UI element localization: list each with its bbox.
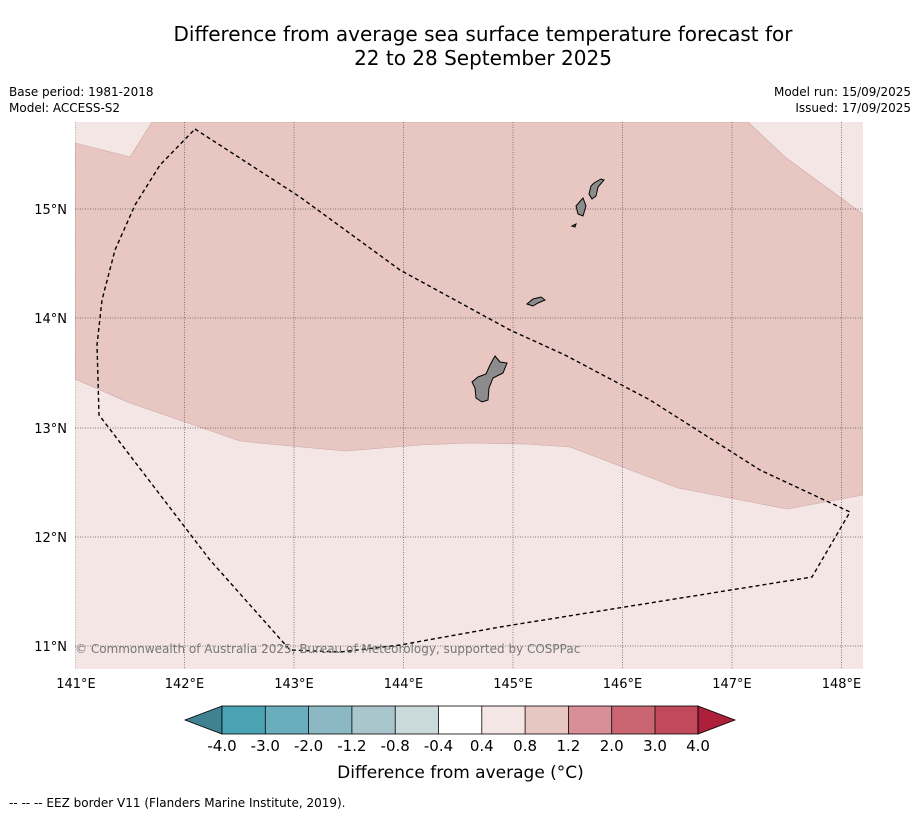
eez-footnote: -- -- -- EEZ border V11 (Flanders Marine… — [9, 796, 346, 810]
colorbar: -4.0 -3.0 -2.0 -1.2 -0.8 -0.4 0.4 0.8 1.… — [183, 705, 737, 755]
colorbar-high-arrow — [697, 705, 737, 735]
lon-tick-146e: 146°E — [603, 677, 643, 692]
colorbar-title: Difference from average (°C) — [337, 763, 584, 783]
meta-left: Base period: 1981-2018 Model: ACCESS-S2 — [9, 84, 154, 116]
title-line-2: 22 to 28 September 2025 — [354, 46, 612, 70]
model-text: Model: ACCESS-S2 — [9, 101, 121, 115]
anomaly-high-region — [75, 122, 863, 510]
cb-label-11: 3.0 — [643, 737, 667, 755]
lat-tick-14n: 14°N — [34, 312, 67, 327]
title-line-1: Difference from average sea surface temp… — [173, 22, 793, 46]
colorbar-bin-11 — [655, 706, 698, 734]
colorbar-bin-6 — [438, 706, 482, 734]
cb-label-4: -1.2 — [337, 737, 366, 755]
model-run-text: Model run: 15/09/2025 — [773, 85, 911, 99]
issued-text: Issued: 17/09/2025 — [795, 101, 911, 115]
colorbar-bin-7 — [481, 706, 526, 734]
lat-tick-labels: 11°N 12°N 13°N 14°N 15°N — [34, 203, 67, 655]
colorbar-bin-1 — [222, 706, 266, 734]
colorbar-bin-5 — [395, 706, 439, 734]
aguijan-island — [570, 223, 577, 228]
rota-island — [525, 296, 546, 307]
colorbar-labels: -4.0 -3.0 -2.0 -1.2 -0.8 -0.4 0.4 0.8 1.… — [207, 737, 710, 755]
colorbar-bin-10 — [611, 706, 655, 734]
cb-label-1: -4.0 — [207, 737, 236, 755]
lat-tick-13n: 13°N — [34, 422, 67, 437]
colorbar-bin-2 — [265, 706, 309, 734]
lon-tick-142e: 142°E — [165, 677, 205, 692]
cb-label-12: 4.0 — [686, 737, 710, 755]
cb-label-8: 0.8 — [513, 737, 537, 755]
cb-label-7: 0.4 — [470, 737, 494, 755]
lon-tick-141e: 141°E — [56, 677, 96, 692]
lon-tick-144e: 144°E — [384, 677, 424, 692]
colorbar-bin-3 — [308, 706, 352, 734]
colorbar-bin-4 — [351, 706, 396, 734]
cb-label-2: -3.0 — [251, 737, 280, 755]
map-panel: © Commonwealth of Australia 2025, Bureau… — [75, 122, 863, 669]
guam-island — [471, 355, 508, 403]
map-title: Difference from average sea surface temp… — [0, 22, 919, 70]
islands — [471, 178, 605, 403]
colorbar-bin-9 — [568, 706, 612, 734]
lon-tick-147e: 147°E — [712, 677, 752, 692]
cb-label-5: -0.8 — [381, 737, 410, 755]
tinian-island — [575, 197, 587, 217]
colorbar-frame — [221, 705, 699, 735]
cb-label-3: -2.0 — [294, 737, 323, 755]
lon-tick-148e: 148°E — [822, 677, 862, 692]
lat-tick-12n: 12°N — [34, 531, 67, 546]
meta-right: Model run: 15/09/2025 Issued: 17/09/2025 — [774, 84, 911, 116]
base-period-text: Base period: 1981-2018 — [9, 85, 154, 99]
cb-label-6: -0.4 — [424, 737, 453, 755]
copyright-text: © Commonwealth of Australia 2025, Bureau… — [75, 642, 580, 656]
saipan-island — [588, 178, 605, 200]
lon-gridlines — [75, 122, 842, 669]
colorbar-dividers — [264, 706, 656, 734]
colorbar-low-arrow — [183, 705, 223, 735]
cb-label-10: 2.0 — [600, 737, 624, 755]
cb-label-9: 1.2 — [556, 737, 580, 755]
colorbar-bin-8 — [525, 706, 569, 734]
eez-border — [96, 128, 851, 653]
lat-tick-11n: 11°N — [34, 640, 67, 655]
lon-tick-labels: 141°E 142°E 143°E 144°E 145°E 146°E 147°… — [56, 677, 861, 692]
lon-tick-145e: 145°E — [493, 677, 533, 692]
lon-tick-143e: 143°E — [274, 677, 314, 692]
lat-tick-15n: 15°N — [34, 203, 67, 218]
